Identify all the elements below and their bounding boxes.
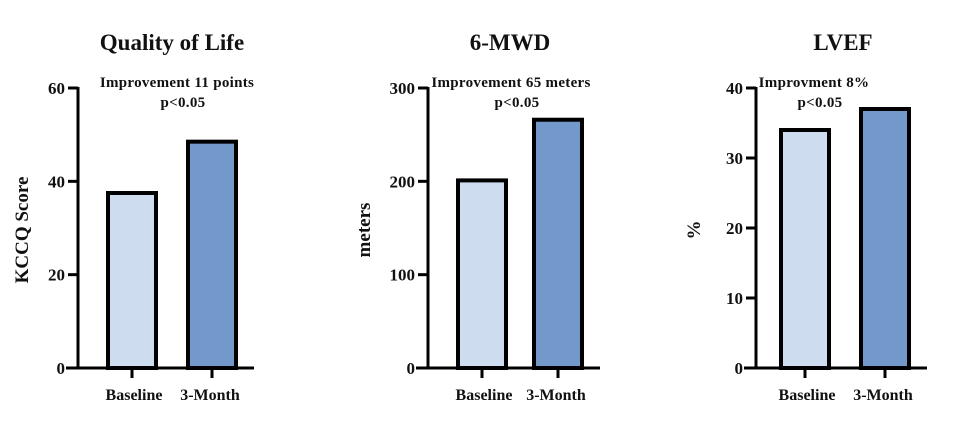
y-tick-label: 200 <box>390 172 416 191</box>
bar-3-month <box>186 139 238 370</box>
y-tick-label: 100 <box>390 266 416 285</box>
annotation-line-2: p<0.05 <box>161 95 206 111</box>
y-tick-label: 0 <box>57 359 66 378</box>
bar-3-month <box>532 117 584 370</box>
y-tick-label: 0 <box>407 359 416 378</box>
annotation-line-1: Improvement 65 meters <box>431 75 590 91</box>
annotation-line-1: Improvment 8% <box>759 75 870 91</box>
bar-3-month <box>859 107 911 370</box>
y-tick-label: 30 <box>726 149 743 168</box>
bar-baseline <box>106 191 158 370</box>
x-tick-label: Baseline <box>456 387 513 404</box>
annotation-line-2: p<0.05 <box>495 95 540 111</box>
bar-baseline <box>456 178 508 370</box>
x-tick-label: Baseline <box>779 387 836 404</box>
chart-title: Quality of Life <box>100 30 244 55</box>
y-tick-label: 20 <box>726 219 743 238</box>
y-tick-label: 300 <box>390 79 416 98</box>
annotation-line-2: p<0.05 <box>798 95 843 111</box>
y-tick-label: 40 <box>726 79 743 98</box>
x-tick-label: 3-Month <box>180 387 240 404</box>
y-tick-label: 10 <box>726 289 743 308</box>
chart-panel-2: 6-MWD Improvement 65 meters p<0.05 0 100 200 3… <box>354 30 600 404</box>
y-tick-label: 0 <box>735 359 744 378</box>
annotation-line-1: Improvement 11 points <box>100 75 254 91</box>
y-tick-label: 20 <box>48 266 65 285</box>
y-tick-label: 60 <box>48 79 65 98</box>
y-axis-label: % <box>684 221 705 240</box>
bar-baseline <box>779 128 831 370</box>
y-axis-label: KCCQ Score <box>12 177 33 284</box>
chart-title: LVEF <box>813 30 872 55</box>
y-tick-label: 40 <box>48 172 65 191</box>
x-tick-label: 3-Month <box>853 387 913 404</box>
chart-panel-1: Quality of Life Improvement 11 points p<0.… <box>12 30 254 404</box>
x-tick-label: Baseline <box>106 387 163 404</box>
chart-title: 6-MWD <box>470 30 550 55</box>
x-tick-label: 3-Month <box>526 387 586 404</box>
chart-panel-3: LVEF Improvment 8% p<0.05 0 10 20 30 40 Baseline… <box>684 30 927 404</box>
y-axis-label: meters <box>354 203 375 258</box>
